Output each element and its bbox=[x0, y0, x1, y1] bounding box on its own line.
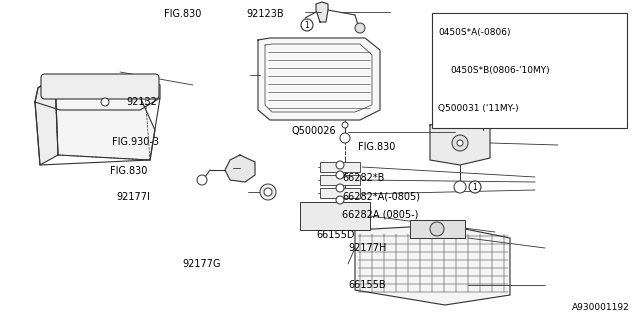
Bar bbox=[320, 175, 360, 185]
Bar bbox=[320, 162, 360, 172]
Polygon shape bbox=[55, 75, 155, 160]
Text: 92177I: 92177I bbox=[116, 192, 150, 202]
Circle shape bbox=[457, 140, 463, 146]
Text: FIG.830: FIG.830 bbox=[110, 166, 147, 176]
Text: 66282*B: 66282*B bbox=[342, 172, 385, 183]
Polygon shape bbox=[50, 78, 155, 95]
Text: 92132: 92132 bbox=[126, 97, 157, 108]
Text: 66155D: 66155D bbox=[317, 230, 355, 240]
Polygon shape bbox=[430, 120, 490, 165]
Circle shape bbox=[336, 161, 344, 169]
Circle shape bbox=[336, 171, 344, 179]
FancyBboxPatch shape bbox=[41, 74, 159, 99]
Circle shape bbox=[342, 122, 348, 128]
Text: Q500026: Q500026 bbox=[291, 126, 336, 136]
Circle shape bbox=[301, 19, 313, 31]
Text: 66282A (0805-): 66282A (0805-) bbox=[342, 209, 419, 220]
Circle shape bbox=[452, 135, 468, 151]
Polygon shape bbox=[355, 225, 510, 305]
Text: Q500031 ('11MY-): Q500031 ('11MY-) bbox=[438, 104, 518, 113]
Text: A930001192: A930001192 bbox=[572, 303, 630, 312]
Text: 66282*A(-0805): 66282*A(-0805) bbox=[342, 192, 420, 202]
Bar bbox=[300, 202, 370, 230]
Text: 0450S*B(0806-'10MY): 0450S*B(0806-'10MY) bbox=[450, 66, 550, 75]
Circle shape bbox=[260, 184, 276, 200]
Polygon shape bbox=[316, 2, 328, 22]
Circle shape bbox=[430, 222, 444, 236]
Text: 66155B: 66155B bbox=[349, 280, 387, 290]
Text: FIG.830: FIG.830 bbox=[358, 142, 396, 152]
Text: 1: 1 bbox=[438, 66, 444, 75]
Circle shape bbox=[340, 133, 350, 143]
Text: 1: 1 bbox=[305, 20, 309, 29]
Text: 92177H: 92177H bbox=[349, 243, 387, 253]
Circle shape bbox=[336, 196, 344, 204]
Text: 0450S*A(-0806): 0450S*A(-0806) bbox=[438, 28, 511, 36]
Polygon shape bbox=[35, 75, 160, 110]
Polygon shape bbox=[258, 38, 380, 120]
Polygon shape bbox=[225, 155, 255, 182]
Text: 92123B: 92123B bbox=[246, 9, 284, 20]
Circle shape bbox=[454, 181, 466, 193]
Circle shape bbox=[355, 23, 365, 33]
Polygon shape bbox=[35, 75, 58, 165]
Text: 1: 1 bbox=[472, 182, 477, 191]
Text: FIG.830: FIG.830 bbox=[164, 9, 202, 20]
Text: 92177G: 92177G bbox=[182, 259, 221, 269]
Circle shape bbox=[336, 184, 344, 192]
Circle shape bbox=[469, 181, 481, 193]
Bar bbox=[320, 188, 360, 198]
Circle shape bbox=[197, 175, 207, 185]
Text: FIG.930-3: FIG.930-3 bbox=[112, 137, 159, 148]
Bar bbox=[432, 13, 627, 128]
Circle shape bbox=[436, 65, 446, 76]
Circle shape bbox=[101, 98, 109, 106]
Bar bbox=[410, 220, 465, 238]
Circle shape bbox=[264, 188, 272, 196]
